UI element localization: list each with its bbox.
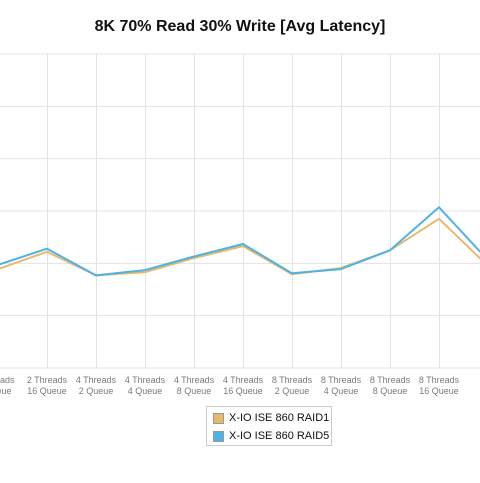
legend-label-raid5: X-IO ISE 860 RAID5 (229, 430, 330, 442)
legend-swatch-raid1 (213, 412, 224, 424)
x-tick-label: 4 Threads 4 Queue (125, 375, 166, 396)
grid (0, 53, 480, 369)
x-tick-label: 4 Threads 8 Queue (174, 375, 215, 396)
x-tick-label: 8 Threads 4 Queue (321, 375, 362, 396)
series-lines (0, 206, 480, 277)
series-line-raid5 (0, 206, 480, 277)
legend-label-raid1: X-IO ISE 860 RAID1 (229, 412, 330, 424)
x-tick-label: 8 Threads 16 Queue (419, 375, 460, 396)
series-line-raid1 (0, 217, 480, 277)
x-tick-label: ThreadsQueue (0, 375, 15, 396)
x-tick-label: 2 Threads 16 Queue (27, 375, 68, 396)
x-tick-label: 8 Threads 2 Queue (272, 375, 313, 396)
chart-title: 8K 70% Read 30% Write [Avg Latency] (94, 18, 386, 35)
legend-item-raid1: X-IO ISE 860 RAID1 (213, 410, 329, 426)
x-tick-label: 4 Threads 16 Queue (223, 375, 264, 396)
legend-item-raid5: X-IO ISE 860 RAID5 (213, 428, 329, 444)
x-tick-label: 4 Threads 2 Queue (76, 375, 117, 396)
x-tick-label: 8 Threads 8 Queue (370, 375, 411, 396)
legend: X-IO ISE 860 RAID1 X-IO ISE 860 RAID5 (206, 406, 332, 446)
legend-swatch-raid5 (213, 430, 224, 442)
